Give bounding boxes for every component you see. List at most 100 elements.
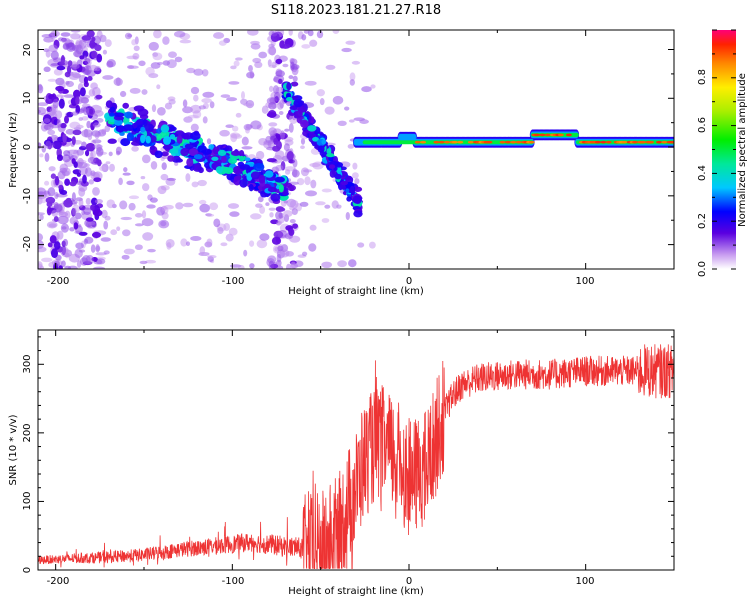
spectral-blob: [91, 231, 102, 239]
spectral-blob: [145, 135, 151, 144]
spectral-blob: [134, 244, 143, 251]
spectral-blob: [293, 98, 303, 108]
spectral-blob: [71, 111, 79, 116]
spectral-blob: [180, 147, 190, 157]
spectrogram-ytick-label: 0: [22, 144, 33, 150]
spectral-blob: [206, 238, 213, 247]
colorbar-ticks: [712, 29, 736, 270]
spectral-blob: [81, 116, 89, 121]
spectral-blob: [62, 43, 70, 50]
spectral-blob: [49, 235, 57, 244]
spectral-blob: [96, 30, 103, 40]
spectral-blob: [186, 67, 196, 74]
spectral-blob: [354, 178, 360, 185]
spectral-blob: [451, 140, 458, 144]
spectral-blob: [93, 177, 102, 183]
spectral-blob: [271, 61, 277, 69]
spectral-blob: [115, 150, 121, 156]
spectral-blob: [65, 197, 72, 203]
spectral-blob: [213, 32, 225, 39]
spectral-blob: [56, 154, 64, 162]
spectral-blob: [233, 165, 242, 175]
spectral-blob: [114, 118, 123, 126]
spectral-blob: [176, 135, 183, 144]
spectral-blob: [565, 133, 572, 137]
spectral-blob: [225, 124, 234, 129]
spectral-blob: [115, 77, 121, 86]
spectral-blob: [137, 108, 149, 117]
spectral-blob: [258, 174, 266, 184]
spectral-blob: [271, 236, 282, 245]
spectral-blob: [145, 66, 155, 76]
spectral-blob: [199, 203, 211, 213]
spectral-blob: [284, 169, 291, 175]
spectral-blob: [259, 205, 266, 214]
spectral-blob: [53, 203, 63, 213]
spectral-blob: [300, 119, 309, 128]
spectral-blob: [286, 151, 294, 161]
spectral-blob: [202, 91, 215, 98]
spectral-blob: [268, 102, 277, 110]
spectral-blob: [268, 260, 275, 269]
spectral-blob: [250, 213, 262, 220]
spectral-blob: [283, 210, 293, 218]
spectral-blob: [49, 142, 55, 148]
spectral-blob: [103, 250, 110, 255]
spectral-blob: [278, 212, 284, 219]
spectral-blob: [161, 151, 169, 157]
colorbar: 0.0 0.2 0.4 0.6 0.8 Normalized spectral …: [697, 29, 748, 277]
spectral-blob: [321, 139, 327, 145]
spectral-blob: [353, 210, 363, 218]
spectral-blob: [233, 175, 242, 181]
spectral-blob: [282, 63, 289, 68]
spectrogram-ytick-label: 20: [22, 44, 33, 57]
spectral-blob: [206, 138, 212, 145]
spectral-blob: [278, 110, 284, 116]
spectral-blob: [235, 57, 243, 61]
spectral-blob: [332, 30, 340, 35]
spectral-blob: [213, 218, 221, 228]
spectral-blob: [131, 39, 137, 46]
spectral-blob: [300, 138, 306, 145]
spectral-blob: [123, 248, 135, 255]
spectral-blob: [230, 150, 241, 156]
spectral-blob: [105, 161, 111, 165]
spectral-blob: [420, 140, 427, 144]
spectral-blob: [187, 115, 199, 119]
spectral-blob: [661, 140, 668, 144]
spectral-blob: [223, 222, 231, 232]
spectral-blob: [219, 129, 230, 137]
spectral-blob: [300, 145, 305, 150]
spectral-blob: [190, 104, 202, 114]
spectral-blob: [280, 130, 285, 140]
spectral-blob: [116, 226, 121, 231]
spectral-blob: [168, 149, 179, 154]
spectral-blob: [147, 248, 156, 253]
spectral-blob: [305, 190, 317, 197]
spectral-blob: [102, 75, 114, 80]
spectral-blob: [277, 245, 284, 252]
spectral-blob: [232, 125, 239, 132]
spectral-blob: [230, 65, 237, 70]
spectral-blob: [61, 37, 71, 44]
spectral-blob: [648, 140, 654, 144]
spectral-blob: [89, 39, 96, 49]
spectral-blob: [90, 204, 95, 211]
spectral-blob: [92, 86, 101, 97]
spectral-blob: [82, 50, 89, 58]
spectral-blob: [91, 50, 98, 59]
spectral-blob: [357, 242, 365, 248]
spectral-blob: [230, 133, 238, 143]
spectral-blob: [444, 140, 450, 144]
spectral-blob: [345, 188, 350, 193]
spectral-blob: [71, 63, 80, 70]
spectral-blob: [83, 207, 92, 215]
spectral-blob: [94, 131, 100, 140]
spectral-blob: [141, 218, 154, 227]
spectral-blob: [83, 76, 89, 84]
spectral-blob: [106, 199, 116, 209]
spectral-blob: [77, 157, 84, 167]
spectral-blob: [301, 251, 308, 256]
spectral-blob: [292, 158, 298, 168]
spectral-blob: [304, 176, 311, 186]
